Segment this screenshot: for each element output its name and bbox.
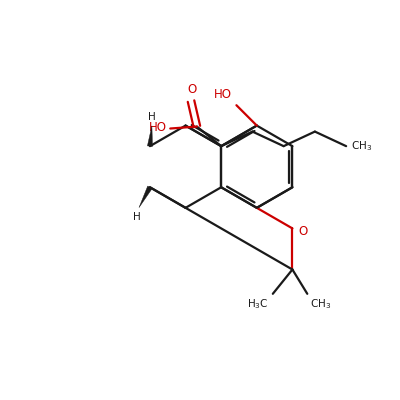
Polygon shape xyxy=(139,186,152,208)
Text: HO: HO xyxy=(214,88,232,101)
Text: CH$_3$: CH$_3$ xyxy=(351,139,372,153)
Text: H$_3$C: H$_3$C xyxy=(247,297,269,311)
Text: CH$_3$: CH$_3$ xyxy=(310,297,332,311)
Text: H: H xyxy=(133,212,141,222)
Text: HO: HO xyxy=(149,121,167,134)
Polygon shape xyxy=(148,126,152,146)
Text: H: H xyxy=(148,112,156,122)
Text: O: O xyxy=(187,83,196,96)
Text: O: O xyxy=(299,225,308,238)
